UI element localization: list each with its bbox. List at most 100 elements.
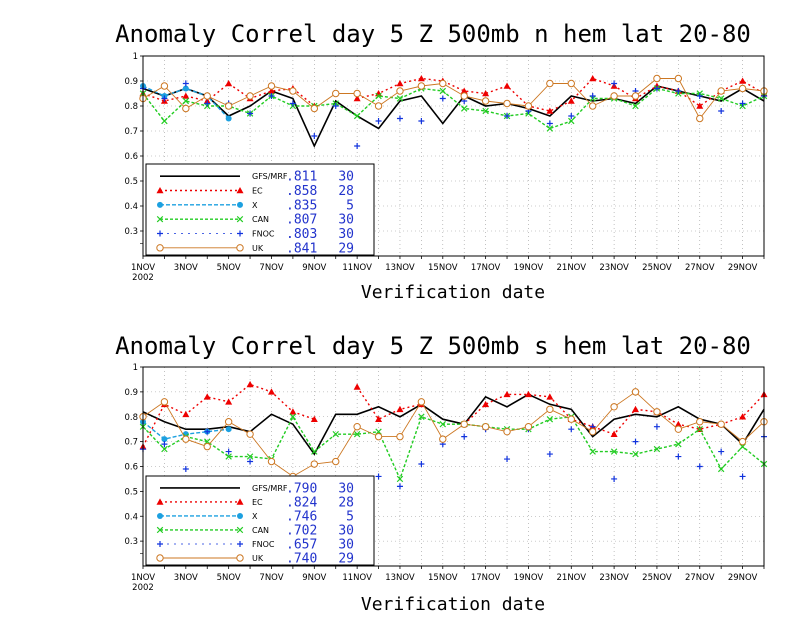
data-point — [310, 104, 319, 113]
data-point — [546, 107, 554, 114]
legend-label: FNOC — [252, 230, 275, 239]
legend-marker — [237, 201, 243, 208]
data-point — [353, 95, 361, 102]
x-tick-label: 23NOV — [599, 263, 629, 273]
legend-count: 5 — [346, 509, 354, 524]
chart-title: Anomaly Correl day 5 Z 500mb s hem lat 2… — [115, 332, 751, 360]
data-point — [739, 413, 747, 420]
data-point — [696, 418, 704, 426]
data-point — [268, 93, 275, 99]
x-tick-label: 21NOV — [557, 573, 587, 583]
data-point — [610, 403, 618, 411]
data-point — [675, 440, 682, 448]
data-point — [375, 118, 382, 124]
data-point — [289, 408, 297, 415]
data-point — [674, 74, 683, 83]
legend-marker — [156, 244, 164, 252]
data-point — [374, 102, 383, 110]
legend-label: GFS/MRF — [252, 484, 288, 493]
data-point — [225, 115, 232, 122]
data-point — [503, 427, 511, 436]
data-point — [524, 423, 533, 431]
legend-marker — [236, 215, 244, 223]
data-point — [546, 405, 554, 413]
y-tick-label: 0.3 — [124, 227, 138, 237]
data-point — [289, 87, 297, 95]
data-point — [396, 87, 404, 95]
x-tick-label: 23NOV — [599, 573, 629, 583]
x-tick-label: 5NOV — [217, 263, 241, 273]
legend-count: 5 — [346, 198, 354, 213]
legend-mean: .740 — [286, 551, 317, 566]
legend-mean: .803 — [286, 227, 317, 242]
data-point — [225, 453, 232, 460]
data-point — [418, 413, 425, 420]
legend-count: 30 — [338, 170, 354, 185]
y-tick-label: 0.9 — [124, 388, 138, 398]
series-line — [142, 85, 765, 148]
data-point — [332, 457, 340, 466]
data-point — [524, 102, 533, 110]
data-point — [417, 398, 426, 406]
data-point — [225, 398, 233, 405]
data-point — [546, 451, 553, 458]
data-point — [460, 420, 468, 428]
chart-title: Anomaly Correl day 5 Z 500mb n hem lat 2… — [115, 20, 751, 48]
data-point — [632, 438, 639, 445]
data-point — [460, 92, 468, 100]
data-point — [182, 104, 190, 113]
data-point — [717, 95, 725, 102]
legend-mean: .841 — [286, 241, 317, 256]
data-point — [246, 453, 254, 460]
x-tick-labels: 1NOV 3NOV 5NOV 7NOV 9NOV 11NOV 13NOV 15NOV 17NOV… — [131, 573, 758, 593]
y-tick-label: 0.4 — [124, 512, 138, 522]
legend-marker — [237, 540, 243, 547]
data-point — [225, 426, 232, 433]
legend-count: 28 — [338, 184, 354, 199]
data-point — [568, 113, 575, 119]
data-point — [653, 408, 661, 416]
legend-label: X — [252, 201, 258, 210]
data-point — [546, 393, 554, 400]
x-tick-label: 19NOV — [514, 573, 544, 583]
data-point — [182, 435, 190, 443]
y-tick-label: 0.7 — [124, 438, 138, 448]
data-point — [568, 117, 575, 125]
y-tick-label: 0.7 — [124, 127, 138, 137]
y-tick-label: 1 — [133, 52, 138, 62]
y-tick-label: 0.3 — [124, 537, 138, 547]
data-point — [396, 483, 403, 490]
legend-mean: .790 — [286, 481, 317, 496]
data-point — [396, 475, 404, 483]
data-point — [161, 441, 168, 448]
series-x — [140, 83, 232, 122]
series-can — [139, 413, 768, 483]
legend-box — [145, 475, 375, 566]
data-point — [460, 87, 468, 94]
data-point — [631, 92, 640, 100]
data-point — [653, 445, 661, 453]
data-point — [311, 133, 318, 139]
y-tick-label: 0.9 — [124, 77, 138, 87]
legend-marker — [237, 512, 243, 519]
legend-count: 28 — [338, 495, 354, 510]
legend-count: 30 — [338, 213, 354, 228]
data-point — [418, 461, 425, 468]
x-tick-year-label: 2002 — [132, 273, 154, 283]
x-tick-label: 3NOV — [174, 263, 198, 273]
data-point — [267, 87, 275, 94]
legend: GFS/MRF.811 30 EC .858 28 X .835 5 CAN .807 30 FNOC… — [145, 163, 375, 256]
data-point — [417, 75, 425, 82]
series-line — [142, 391, 765, 477]
series-ec — [139, 380, 768, 450]
data-point — [289, 100, 296, 107]
legend-marker — [236, 498, 244, 505]
legend-mean: .811 — [286, 170, 317, 185]
x-tick-label: 19NOV — [514, 263, 544, 273]
x-tick-label: 13NOV — [385, 263, 415, 273]
data-point — [546, 120, 553, 127]
x-tick-label: 7NOV — [259, 573, 283, 583]
data-point — [247, 458, 254, 465]
legend-count: 30 — [338, 523, 354, 538]
